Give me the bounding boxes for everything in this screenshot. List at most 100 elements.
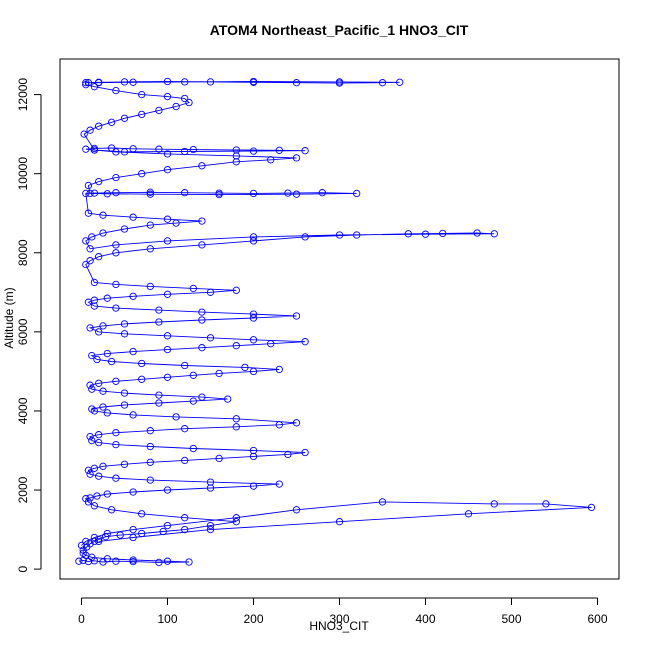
data-point [112,474,120,482]
y-tick-label: 2000 [16,476,30,503]
data-point [103,190,111,198]
data-point [292,312,301,320]
data-point [146,427,154,435]
data-point [181,456,189,465]
data-point [172,219,180,227]
data-point [301,338,309,346]
data-point [267,340,275,348]
data-point [95,253,103,261]
data-point [146,476,154,484]
data-point [99,322,107,330]
data-point [146,458,154,466]
data-point [189,397,197,405]
data-point [82,237,90,245]
chart-title: ATOM4 Northeast_Pacific_1 HNO3_CIT [210,22,469,38]
data-point [163,332,172,340]
data-point [103,349,111,358]
data-point [249,147,258,155]
data-point [129,556,137,564]
data-point [185,558,193,566]
data-point [163,345,172,354]
data-point [189,371,197,379]
series-2 [77,498,596,550]
y-tick-label: 10000 [16,157,30,191]
data-point [275,480,283,488]
data-point [292,190,301,198]
data-point [120,320,129,328]
data-point [335,78,344,86]
data-point [189,444,197,453]
data-point [378,79,387,87]
data-point [112,304,120,312]
data-point [75,557,83,565]
data-point [99,229,107,237]
data-point [90,146,99,154]
data-point [206,521,215,530]
data-point [112,377,120,385]
data-point [86,189,94,198]
data-point [146,221,154,229]
data-point [439,229,447,238]
data-point [146,190,154,198]
data-point [172,413,180,421]
data-point [120,225,129,233]
y-tick-label: 4000 [16,397,30,424]
data-point [198,344,206,352]
plot-frame [59,58,620,580]
data-point [90,296,99,304]
data-point [112,148,120,156]
data-point [88,233,96,241]
data-point [82,495,90,503]
data-point [95,431,103,439]
data-point [163,237,172,245]
data-point [120,114,129,122]
data-point [353,231,361,239]
data-point [473,229,481,237]
data-point [198,162,206,170]
data-point [318,189,326,197]
data-point [129,213,137,221]
data-point [215,369,223,378]
data-point [138,110,146,119]
data-point [232,518,240,526]
data-point [129,525,137,534]
data-point [163,166,172,174]
data-point [172,102,180,111]
data-point [232,415,240,423]
data-point [335,518,344,526]
x-tick-label: 0 [78,612,85,626]
data-point [249,336,258,344]
data-point [155,318,163,326]
data-point [120,148,129,156]
data-point [249,367,258,376]
data-point [181,147,189,156]
data-point [206,288,215,296]
data-point [396,78,404,86]
data-point [301,448,309,457]
data-point [129,292,137,300]
data-point [249,314,258,322]
data-point [120,460,129,468]
data-point [301,147,309,155]
data-point [267,156,275,164]
data-point [90,302,99,310]
data-point [284,189,292,197]
data-point [163,486,172,494]
data-point [189,145,197,154]
data-point [206,334,215,342]
data-point [155,306,163,314]
data-point [90,189,99,197]
data-point [129,145,137,153]
data-point [138,359,146,368]
data-point [90,83,99,91]
data-point [224,395,232,403]
data-point [249,189,258,198]
data-point [292,419,301,427]
data-point [99,211,107,219]
data-point [103,409,111,417]
data-point [112,440,120,449]
data-point [99,462,107,470]
data-point [86,494,94,502]
y-tick-label: 0 [16,565,30,572]
